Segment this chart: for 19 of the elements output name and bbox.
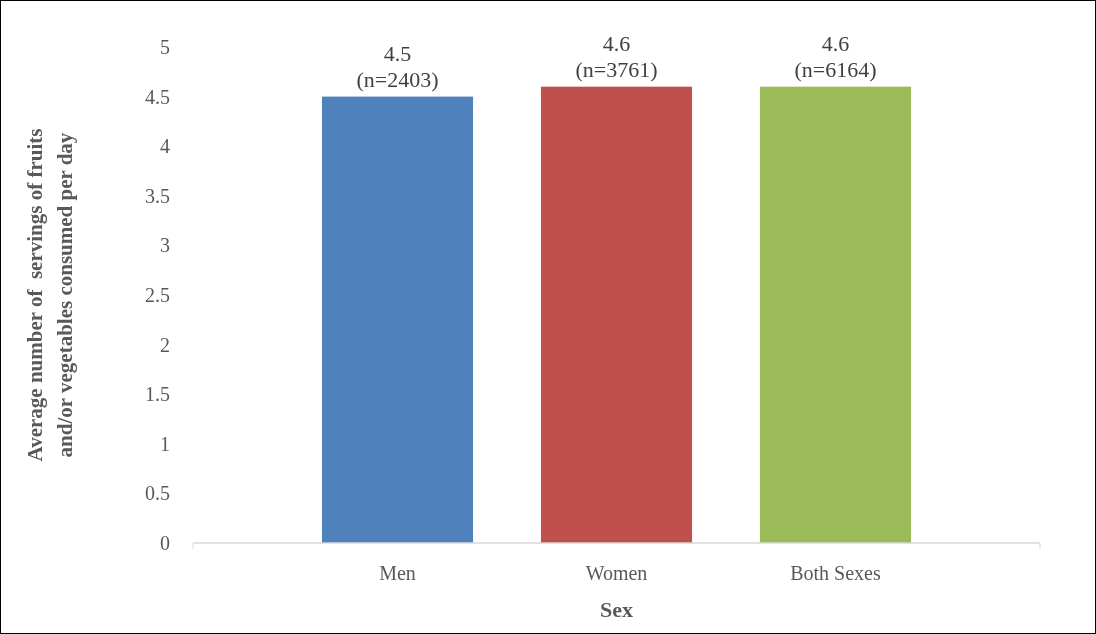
- data-label: 4.6 (n=3761): [575, 30, 658, 82]
- data-label: 4.6 (n=6164): [794, 30, 877, 82]
- y-tick-label: 0: [160, 532, 170, 554]
- y-tick-label: 2.5: [145, 284, 170, 306]
- x-axis-title: Sex: [600, 597, 633, 622]
- y-tick-label: 1: [160, 432, 170, 455]
- y-tick-label: 4: [160, 135, 170, 158]
- x-tick-label: Men: [379, 562, 416, 584]
- y-tick-label: 5: [160, 36, 170, 58]
- y-tick-label: 1.5: [145, 383, 170, 406]
- y-tick-label: 4.5: [145, 85, 170, 108]
- x-tick-label: Both Sexes: [790, 562, 881, 584]
- y-tick-label: 2: [160, 333, 170, 356]
- y-tick-label: 3.5: [145, 184, 170, 207]
- y-axis-title: Average number of servings of fruits and/or vegetables consumed per day: [23, 128, 77, 462]
- y-tick-label: 3: [160, 234, 170, 257]
- x-tick-label: Women: [585, 562, 648, 584]
- y-tick-label: 0.5: [145, 482, 170, 505]
- data-label: 4.5 (n=2403): [356, 40, 439, 92]
